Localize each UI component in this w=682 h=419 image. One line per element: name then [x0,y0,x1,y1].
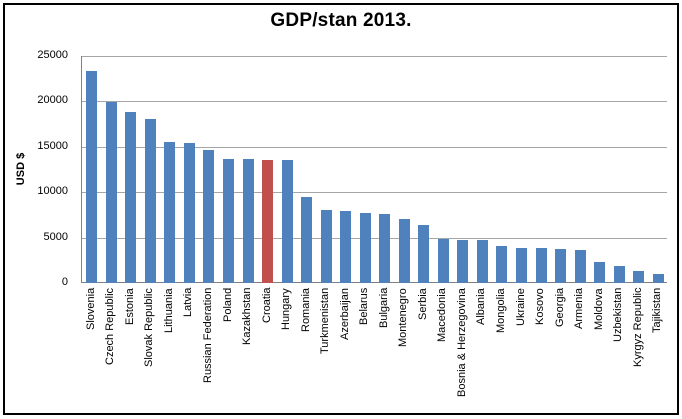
bar-romania [301,196,313,283]
x-category-label: Albania [475,288,488,325]
x-category-label: Azerbaijan [338,288,351,340]
bar-azerbaijan [340,211,352,283]
x-category-label: Georgia [553,288,566,328]
bar-moldova [594,262,606,283]
gridline [82,237,667,239]
bar-croatia [262,159,274,283]
y-tick-label: 0 [61,276,68,288]
x-category-label: Bulgaria [377,288,390,329]
x-category-label: Latvia [182,288,195,318]
y-tick-label: 5000 [43,230,68,243]
bar-latvia [183,143,195,283]
gridline [82,192,667,194]
x-category-label: Ukraine [514,288,527,326]
plot-area [81,56,667,283]
bar-montenegro [398,218,410,283]
x-category-label: Poland [221,288,234,323]
bar-turkmenistan [320,210,332,283]
bar-bosnia-herzegovina [457,240,469,283]
bar-albania [476,240,488,283]
x-category-label: Armenia [573,288,586,329]
bar-czech-republic [105,102,117,283]
x-category-label: Belarus [358,288,371,326]
x-category-label: Macedonia [436,288,449,342]
x-category-label: Kazakhstan [241,288,254,346]
bar-ukraine [516,247,527,283]
bar-kosovo [535,247,547,283]
bar-russian-federation [203,149,215,283]
x-category-label: Tajikistan [651,288,664,334]
bar-macedonia [437,238,449,283]
x-category-label: Kyrgyz Republic [631,288,644,368]
bar-tajikistan [652,273,664,283]
x-category-label: Hungary [280,288,293,330]
x-category-label: Estonia [123,288,136,325]
bar-slovenia [86,71,98,283]
x-category-label: Montenegro [397,288,410,347]
x-category-label: Slovenia [84,288,97,331]
y-tick-label: 20000 [37,94,68,107]
x-category-label: Slovak Republic [143,288,156,367]
x-category-label: Russian Federation [201,288,214,384]
bar-uzbekistan [613,265,625,283]
x-category-label: Moldova [592,288,605,330]
bar-poland [223,158,234,283]
bar-armenia [574,250,586,283]
x-category-label: Lithuania [162,288,175,333]
gridline [82,101,667,103]
bar-bulgaria [379,214,391,283]
x-category-label: Turkmenistan [319,288,332,355]
bar-serbia [418,224,430,283]
x-axis-line [82,282,667,283]
y-axis-title: USD $ [15,152,27,186]
y-tick-label: 15000 [37,139,68,152]
bar-belarus [359,213,371,283]
x-category-label: Uzbekistan [612,288,625,343]
x-category-label: Mongolia [494,288,507,333]
bar-kyrgyz-republic [633,271,645,283]
y-tick-label: 25000 [37,49,68,61]
bar-georgia [555,249,567,283]
x-category-label: Croatia [260,288,273,324]
bar-slovak-republic [144,118,156,283]
x-category-label: Romania [299,288,312,333]
gridline [82,56,667,57]
bar-hungary [281,160,293,283]
gridline [82,146,667,148]
x-category-label: Bosnia & Herzegovina [455,288,468,397]
chart-title: GDP/stan 2013. [270,10,412,31]
x-category-label: Kosovo [534,288,547,325]
y-tick-label: 10000 [37,185,68,198]
bar-mongolia [496,245,508,283]
bar-estonia [125,112,137,283]
x-category-label: Serbia [416,288,429,320]
x-category-label: Czech Republic [104,288,117,366]
bar-kazakhstan [242,158,254,283]
bar-lithuania [164,142,176,283]
